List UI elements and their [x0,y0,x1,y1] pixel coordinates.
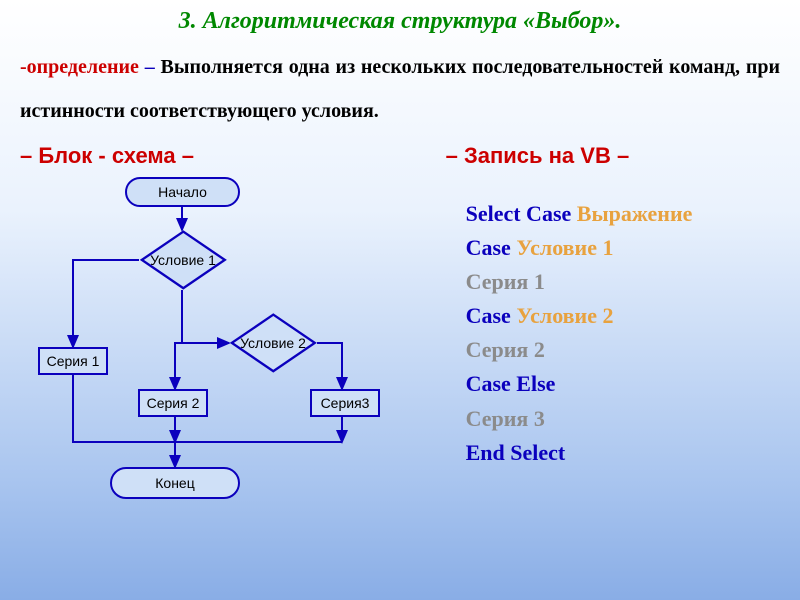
code-line: Серия 1 [466,265,780,299]
code-line: Case Else [466,367,780,401]
flow-start: Начало [125,177,240,207]
flowchart: Начало Условие 1Условие 2 Серия 1 Серия 2 Се… [20,177,420,517]
flow-end: Конец [110,467,240,499]
page-title: 3. Алгоритмическая структура «Выбор». [0,0,800,41]
code-line: Серия 3 [466,402,780,436]
code-line: Case Условие 2 [466,299,780,333]
flow-s1: Серия 1 [38,347,108,375]
definition-dash: – [145,56,155,78]
flow-cond1-label: Условие 1 [139,230,227,290]
title-text: 3. Алгоритмическая структура «Выбор». [179,8,622,34]
subhead-left: – Блок - схема – [20,143,446,177]
flow-s3: Серия3 [310,389,380,417]
flow-cond1: Условие 1 [139,230,227,290]
code-line: End Select [466,436,780,470]
code-line: Select Case Выражение [466,197,780,231]
code-line: Case Условие 1 [466,231,780,265]
flow-cond2-label: Условие 2 [229,313,317,373]
subhead-right: – Запись на VB – [446,143,780,177]
flow-s2: Серия 2 [138,389,208,417]
flow-cond2: Условие 2 [229,313,317,373]
definition-block: -определение – Выполняется одна из неско… [0,41,800,143]
code-line: Серия 2 [466,333,780,367]
code-block: Select Case ВыражениеCase Условие 1Серия… [446,177,780,470]
definition-label: -определение [20,56,139,78]
